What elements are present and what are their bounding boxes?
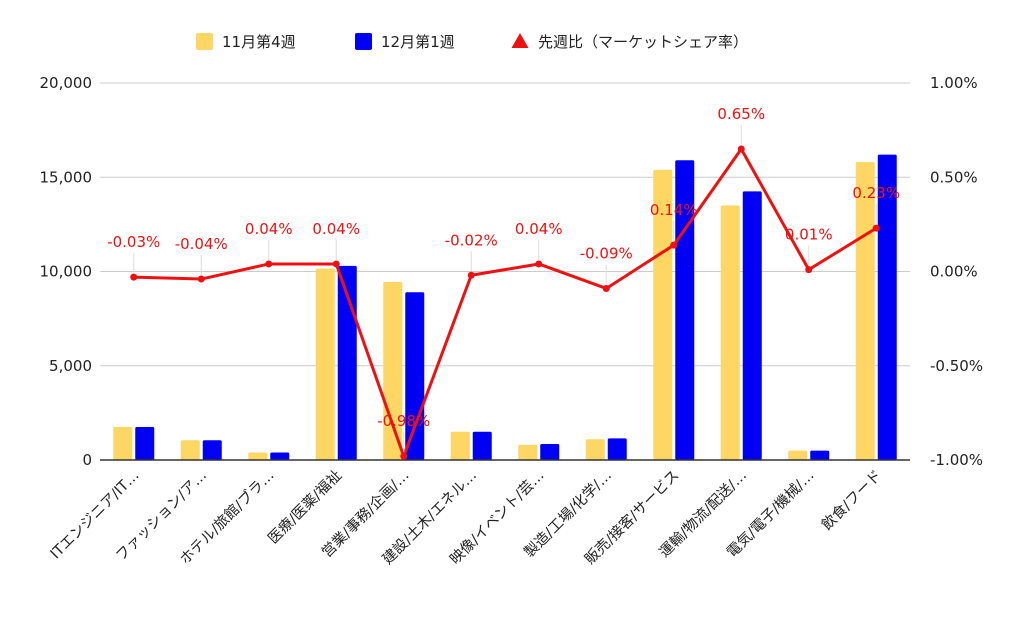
gridlines — [100, 82, 910, 367]
market-share-line — [133, 147, 878, 458]
right-tick-label: 1.00% — [930, 74, 978, 92]
line-point — [805, 266, 813, 274]
line-point — [737, 145, 745, 153]
bar-dec-week1 — [742, 191, 762, 460]
legend-label: 11月第4週 — [222, 33, 296, 51]
legend-label: 12月第1週 — [381, 33, 455, 51]
bar-dec-week1 — [540, 443, 560, 460]
bar-nov-week4 — [383, 281, 403, 460]
bar-nov-week4 — [248, 452, 268, 460]
legend-label: 先週比（マーケットシェア率） — [538, 33, 748, 51]
bar-dec-week1 — [202, 440, 222, 460]
line-series-layer — [130, 145, 880, 460]
data-labels-layer: -0.03% -0.04%0.04% 0.04%-0.98%-0.02%0.04%-… — [107, 105, 900, 453]
left-tick-label: 20,000 — [40, 74, 93, 92]
bar-dec-week1 — [405, 292, 425, 460]
bar-nov-week4 — [585, 439, 605, 460]
line-data-label: 0.04% — [245, 220, 293, 238]
bar-dec-week1 — [135, 427, 155, 460]
line-point — [872, 224, 880, 232]
bar-dec-week1 — [607, 438, 627, 460]
bar-nov-week4 — [518, 444, 538, 460]
line-point — [197, 275, 205, 283]
line-data-label: 0.01% — [785, 226, 833, 244]
line-data-label: -0.03% — [107, 233, 160, 251]
legend-swatch — [196, 33, 213, 50]
line-data-label: -0.09% — [580, 244, 633, 262]
legend: 11月第4週 12月第1週 先週比（マーケットシェア率） — [196, 33, 748, 51]
left-tick-label: 15,000 — [40, 168, 93, 186]
line-point — [467, 271, 475, 279]
line-data-label: 0.04% — [312, 220, 360, 238]
line-point — [602, 284, 610, 292]
line-data-label: -0.02% — [445, 231, 498, 249]
line-data-label: 0.14% — [650, 201, 698, 219]
line-data-label: -0.98% — [377, 412, 430, 430]
bar-dec-week1 — [877, 154, 897, 460]
bar-dec-week1 — [472, 431, 492, 460]
bar-nov-week4 — [788, 450, 808, 460]
bar-dec-week1 — [270, 452, 290, 460]
line-data-label: 0.23% — [852, 184, 900, 202]
line-point — [670, 241, 678, 249]
line-data-label: 0.65% — [717, 105, 765, 123]
line-data-label: -0.04% — [175, 235, 228, 253]
legend-swatch — [355, 33, 372, 50]
bar-nov-week4 — [653, 169, 673, 460]
line-point — [400, 452, 408, 460]
bars-layer — [113, 154, 897, 461]
right-y-axis: -1.00% -0.50% 0.00% 0.50% 1.00% — [930, 74, 983, 469]
right-tick-label: 0.50% — [930, 168, 978, 186]
right-tick-label: 0.00% — [930, 263, 978, 281]
bar-dec-week1 — [337, 265, 357, 460]
category-label: 飲食/フード — [818, 467, 885, 534]
bar-nov-week4 — [180, 440, 200, 460]
line-point — [535, 260, 543, 268]
bar-nov-week4 — [113, 427, 133, 460]
bar-nov-week4 — [450, 431, 470, 460]
category-labels: ITエンジニア/IT…ファッション/ア…ホテル/旅館/ブラ…医療/医薬/福祉営業… — [48, 466, 885, 568]
line-data-label: 0.04% — [515, 220, 563, 238]
bar-dec-week1 — [810, 450, 830, 460]
bar-nov-week4 — [855, 162, 875, 461]
left-tick-label: 5,000 — [49, 357, 92, 375]
line-point — [332, 260, 340, 268]
left-tick-label: 0 — [82, 451, 92, 469]
left-y-axis: 0 5,000 10,000 15,000 20,000 — [40, 74, 93, 469]
line-point — [130, 273, 138, 281]
right-tick-label: -0.50% — [930, 357, 983, 375]
bar-nov-week4 — [315, 268, 335, 460]
triangle-icon — [511, 33, 529, 48]
bar-nov-week4 — [720, 205, 740, 460]
right-tick-label: -1.00% — [930, 451, 983, 469]
line-point — [265, 260, 273, 268]
left-tick-label: 10,000 — [40, 263, 93, 281]
